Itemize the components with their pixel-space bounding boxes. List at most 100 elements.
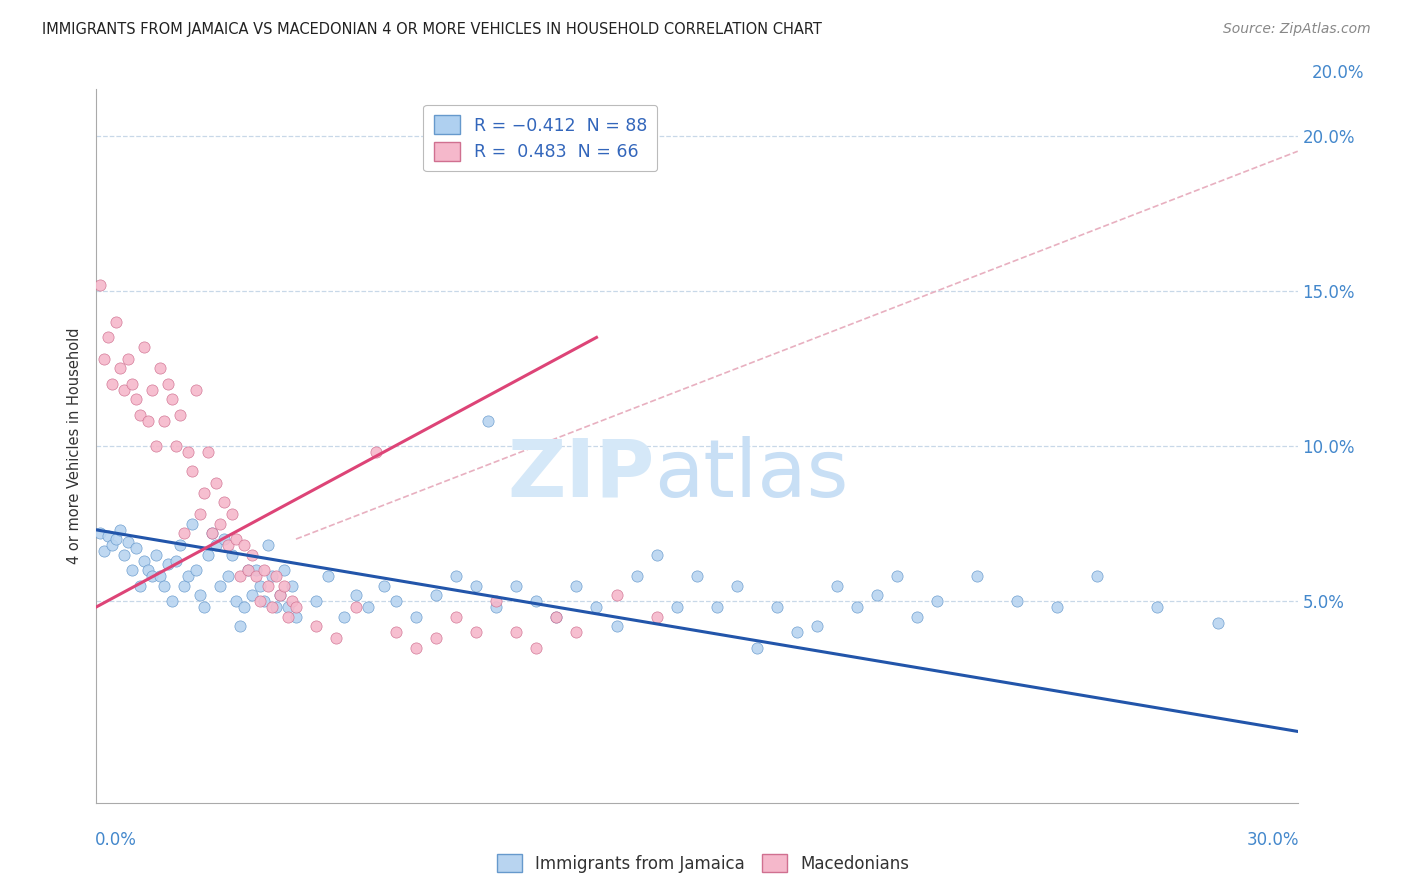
Point — [141, 383, 163, 397]
Point — [217, 538, 239, 552]
Point — [253, 563, 276, 577]
Point — [425, 588, 447, 602]
Point — [786, 625, 808, 640]
Point — [344, 600, 367, 615]
Point — [193, 485, 215, 500]
Point — [201, 525, 224, 540]
Point — [132, 554, 155, 568]
Point — [665, 600, 688, 615]
Point — [505, 579, 527, 593]
Point — [160, 594, 183, 608]
Point — [149, 361, 172, 376]
Point — [645, 548, 668, 562]
Point — [249, 579, 271, 593]
Point — [686, 569, 709, 583]
Text: atlas: atlas — [655, 435, 849, 514]
Point — [177, 569, 200, 583]
Point — [165, 439, 187, 453]
Point — [485, 594, 508, 608]
Point — [1046, 600, 1069, 615]
Point — [425, 632, 447, 646]
Point — [156, 376, 179, 391]
Point — [405, 609, 427, 624]
Point — [208, 516, 231, 531]
Point — [565, 579, 588, 593]
Point — [169, 408, 191, 422]
Point — [745, 640, 768, 655]
Point — [193, 600, 215, 615]
Point — [927, 594, 949, 608]
Point — [725, 579, 748, 593]
Point — [169, 538, 191, 552]
Point — [212, 495, 235, 509]
Point — [108, 523, 131, 537]
Point — [117, 352, 139, 367]
Point — [253, 594, 276, 608]
Y-axis label: 4 or more Vehicles in Household: 4 or more Vehicles in Household — [67, 327, 83, 565]
Point — [886, 569, 908, 583]
Point — [173, 579, 195, 593]
Point — [180, 516, 202, 531]
Point — [225, 532, 247, 546]
Point — [121, 563, 143, 577]
Point — [264, 600, 287, 615]
Point — [269, 588, 291, 602]
Point — [141, 569, 163, 583]
Point — [273, 563, 295, 577]
Point — [236, 563, 259, 577]
Point — [357, 600, 380, 615]
Point — [184, 383, 207, 397]
Point — [366, 445, 388, 459]
Text: 30.0%: 30.0% — [1247, 831, 1299, 849]
Point — [385, 594, 408, 608]
Point — [273, 579, 295, 593]
Point — [156, 557, 179, 571]
Point — [966, 569, 988, 583]
Point — [217, 569, 239, 583]
Point — [100, 538, 122, 552]
Point — [806, 619, 828, 633]
Point — [221, 548, 243, 562]
Point — [128, 408, 150, 422]
Point — [257, 579, 280, 593]
Point — [97, 330, 120, 344]
Point — [132, 340, 155, 354]
Point — [373, 579, 395, 593]
Point — [112, 383, 135, 397]
Point — [526, 640, 548, 655]
Point — [546, 609, 568, 624]
Point — [546, 609, 568, 624]
Point — [565, 625, 588, 640]
Point — [229, 569, 252, 583]
Point — [825, 579, 848, 593]
Legend: Immigrants from Jamaica, Macedonians: Immigrants from Jamaica, Macedonians — [491, 847, 915, 880]
Point — [526, 594, 548, 608]
Point — [236, 563, 259, 577]
Point — [766, 600, 789, 615]
Point — [112, 548, 135, 562]
Point — [240, 588, 263, 602]
Point — [225, 594, 247, 608]
Point — [145, 548, 167, 562]
Point — [316, 569, 339, 583]
Point — [477, 414, 499, 428]
Point — [606, 588, 628, 602]
Point — [165, 554, 187, 568]
Point — [232, 600, 254, 615]
Point — [160, 392, 183, 407]
Point — [104, 532, 127, 546]
Point — [305, 619, 328, 633]
Point — [444, 569, 467, 583]
Point — [444, 609, 467, 624]
Point — [197, 548, 219, 562]
Point — [505, 625, 527, 640]
Point — [344, 588, 367, 602]
Point — [249, 594, 271, 608]
Point — [197, 445, 219, 459]
Point — [104, 315, 127, 329]
Point — [1206, 615, 1229, 630]
Point — [152, 414, 174, 428]
Point — [124, 541, 148, 556]
Point — [205, 476, 228, 491]
Point — [465, 625, 488, 640]
